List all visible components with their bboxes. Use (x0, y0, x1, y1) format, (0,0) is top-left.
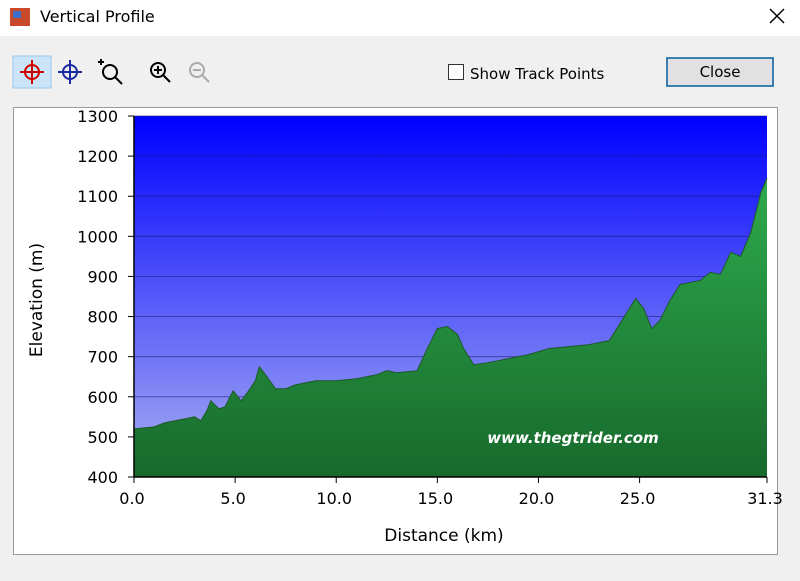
y-tick-label: 400 (87, 468, 118, 487)
x-tick-label: 10.0 (316, 489, 352, 508)
close-button[interactable]: Close (666, 57, 774, 87)
title-bar: Vertical Profile (0, 0, 800, 36)
y-axis-label: Elevation (m) (27, 243, 47, 357)
close-x[interactable] (769, 8, 785, 24)
x-tick-label: 25.0 (620, 489, 656, 508)
toolbar (12, 55, 210, 89)
x-tick-label: 0.0 (119, 489, 144, 508)
x-tick-label: 5.0 (220, 489, 245, 508)
x-tick-label: 20.0 (519, 489, 555, 508)
title-icons (10, 8, 785, 26)
y-tick-label: 700 (87, 348, 118, 367)
tool-cursor-blue[interactable] (58, 60, 82, 84)
y-tick-label: 1300 (77, 107, 118, 126)
y-tick-label: 1000 (77, 227, 118, 246)
app-icon-part (13, 11, 21, 18)
y-tick-label: 1200 (77, 147, 118, 166)
elevation-area (134, 178, 767, 477)
y-tick-label: 1100 (77, 187, 118, 206)
y-tick-label: 800 (87, 308, 118, 327)
elevation-outline (133, 177, 768, 430)
checkbox[interactable] (448, 64, 464, 80)
checkbox-label[interactable]: Show Track Points (470, 65, 605, 83)
x-axis-label: Distance (km) (384, 526, 503, 546)
y-tick-label: 600 (87, 388, 118, 407)
y-tick-label: 900 (87, 267, 118, 286)
x-tick-label: 15.0 (418, 489, 454, 508)
window-title: Vertical Profile (40, 7, 155, 26)
tool-zoom-box[interactable] (98, 59, 123, 85)
watermark: www.thegtrider.com (487, 429, 658, 447)
tool-cursor-red[interactable] (20, 60, 44, 84)
x-tick-label: 31.3 (747, 489, 783, 508)
y-tick-label: 500 (87, 428, 118, 447)
tool-zoom-in[interactable] (150, 62, 171, 83)
tool-zoom-out[interactable] (189, 62, 210, 83)
